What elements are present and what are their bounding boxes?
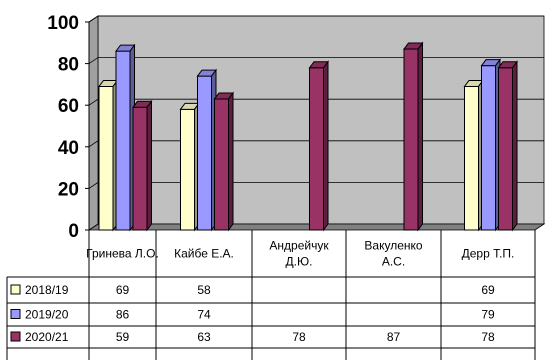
legend-label: 2018/19: [25, 283, 69, 297]
table-cell-value: 78: [481, 330, 495, 344]
bar: [196, 68, 217, 232]
bar: [497, 60, 518, 232]
category-label: А.С.: [382, 255, 405, 269]
y-tick-label: 40: [58, 138, 79, 159]
table-cell-value: 74: [197, 308, 211, 322]
bar-side: [417, 41, 423, 232]
bar-front: [309, 67, 324, 231]
bar-side: [228, 91, 234, 232]
chart-left-wall: [88, 15, 99, 231]
gridline: [88, 98, 544, 106]
table-cell-value: 79: [481, 308, 495, 322]
gridline: [88, 15, 544, 23]
category-label: Вакуленко: [364, 239, 422, 253]
bar-front: [180, 108, 195, 231]
table-cell-value: 58: [197, 283, 211, 297]
table-cell-value: 78: [292, 330, 306, 344]
y-tick-label: 60: [58, 96, 79, 117]
bar-front: [197, 75, 212, 231]
table-cell-value: 86: [116, 308, 130, 322]
bar: [463, 78, 484, 232]
legend-key: [10, 331, 21, 342]
bar-front: [464, 85, 479, 231]
bar: [480, 58, 501, 232]
bar-side: [323, 60, 329, 232]
bar: [403, 41, 424, 232]
gridline: [88, 181, 544, 189]
gridline: [88, 57, 544, 64]
category-label: Дерр Т.П.: [462, 247, 515, 261]
table-cell-value: 69: [116, 283, 130, 297]
bar-side: [146, 99, 152, 232]
legend-key: [10, 284, 21, 295]
table-cell-value: 69: [481, 283, 495, 297]
table-cell-value: 59: [116, 330, 130, 344]
gridline: [88, 140, 544, 148]
legend-label: 2019/20: [25, 308, 69, 322]
category-label: Кайбе Е.А.: [174, 247, 234, 261]
bar-front: [498, 67, 513, 231]
bar-front: [403, 48, 419, 231]
bar-front: [481, 65, 496, 231]
category-label: Андрейчук: [269, 239, 329, 253]
category-label: Гринева Л.О.: [86, 247, 159, 261]
bars: [98, 41, 518, 232]
bar: [98, 78, 119, 232]
y-tick-label: 80: [58, 55, 79, 76]
bar: [179, 101, 200, 232]
table-cell-value: 87: [387, 330, 401, 344]
bar-front: [214, 98, 229, 231]
data-table: Гринева Л.О. Кайбе Е.А. Андрейчук Д.Ю. Вакул…: [6, 230, 536, 360]
legend-key: [10, 309, 21, 319]
y-tick-label: 20: [58, 179, 79, 200]
legend-label: 2020/21: [25, 330, 69, 344]
bar-front: [115, 50, 131, 231]
bar-front: [132, 106, 148, 231]
bar-front: [98, 85, 114, 231]
gridlines: [88, 15, 544, 189]
bar: [308, 60, 329, 232]
y-axis-tick-labels: 0 20 40 60 80 100: [47, 13, 89, 242]
category-label: Д.Ю.: [286, 255, 313, 269]
bar: [115, 43, 136, 232]
y-tick-label: 0: [68, 221, 79, 242]
y-tick-label: 100: [47, 13, 79, 34]
bar-side: [512, 60, 518, 232]
bar: [132, 99, 153, 232]
table-cell-value: 63: [197, 330, 211, 344]
bar: [213, 91, 234, 232]
